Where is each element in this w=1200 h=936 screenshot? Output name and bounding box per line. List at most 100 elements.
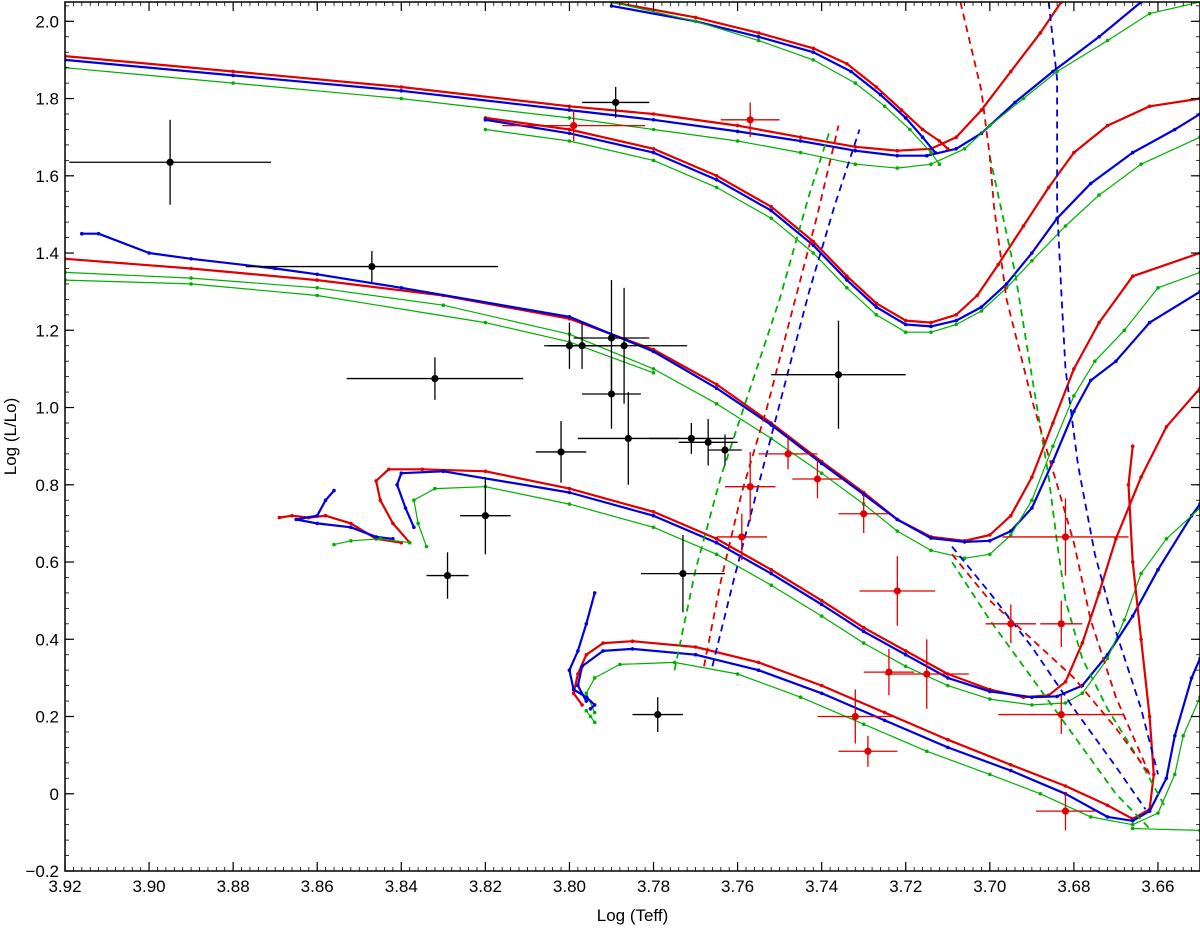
- y-tick-label: 1.0: [35, 399, 59, 418]
- track-point-11-0: [483, 118, 488, 122]
- track-point-17-1: [323, 498, 328, 503]
- track-point-14-20: [1097, 591, 1101, 595]
- x-tick-label: 3.70: [973, 877, 1006, 896]
- track-point-15-13: [988, 689, 992, 694]
- track-point-22-1: [584, 622, 589, 626]
- y-tick-label: −0.2: [25, 862, 59, 881]
- y-tick-label: 1.6: [35, 167, 59, 186]
- y-axis-title: Log (L/Lo): [1, 398, 20, 476]
- track-point-15-6: [651, 513, 656, 518]
- track-point-15-1: [403, 506, 408, 510]
- x-tick-label: 3.90: [133, 877, 166, 896]
- track-point-7-7: [567, 315, 572, 319]
- axes: 3.92 3.90 3.88 3.86 3.84 3.82 3.80 3.78 3.76 3.74…: [25, 2, 1200, 896]
- track-point-16-10: [861, 641, 866, 645]
- track-point-20-6: [756, 668, 761, 672]
- star-black-point-13: [704, 438, 712, 446]
- star-red-point-7: [893, 587, 901, 595]
- track-point-14-7: [567, 486, 572, 491]
- y-tick-label: 0.6: [35, 553, 59, 572]
- track-point-4-7: [920, 135, 925, 139]
- track-point-12-4: [769, 216, 773, 221]
- track-point-11-5: [811, 243, 816, 248]
- track-point-15-7: [714, 540, 719, 545]
- track-point-3-8: [937, 139, 942, 143]
- track-point-12-9: [929, 330, 933, 335]
- y-tick-label: 1.8: [35, 90, 59, 109]
- track-point-1-14: [1097, 35, 1101, 39]
- track-point-0-4: [651, 112, 656, 116]
- x-tick-label: 3.66: [1141, 877, 1174, 896]
- track-point-7-3: [189, 257, 193, 261]
- track-point-0-1: [231, 69, 235, 74]
- track-point-18-1: [378, 537, 383, 541]
- track-point-10-9: [929, 320, 933, 325]
- track-point-5-5: [882, 104, 887, 109]
- track-point-8-3: [441, 303, 446, 308]
- track-point-20-9: [946, 745, 950, 750]
- track-point-20-12: [1105, 815, 1110, 819]
- y-tick-label: 0: [50, 785, 59, 804]
- track-point-12-14: [1063, 224, 1068, 228]
- track-point-19-1: [571, 691, 576, 696]
- track-point-10-2: [651, 147, 656, 151]
- x-tick-label: 3.84: [385, 877, 418, 896]
- track-point-8-2: [315, 286, 320, 290]
- track-point-7-2: [147, 251, 151, 255]
- star-red-point-10: [1057, 620, 1065, 628]
- track-point-7-23: [1147, 320, 1152, 325]
- x-tick-label: 3.76: [721, 877, 754, 896]
- track-point-19-8: [819, 683, 824, 688]
- track-point-2-13: [1055, 69, 1059, 74]
- track-point-14-22: [1139, 475, 1143, 479]
- track-point-15-5: [567, 490, 572, 495]
- track-point-7-20: [1072, 409, 1076, 414]
- track-point-11-7: [874, 305, 879, 309]
- star-black-point-11: [624, 434, 632, 443]
- track-point-2-15: [1147, 11, 1152, 16]
- track-point-19-10: [946, 737, 950, 742]
- track-point-1-9: [925, 153, 929, 158]
- track-point-15-3: [399, 471, 404, 476]
- track-point-15-14: [1030, 695, 1034, 699]
- track-point-5-8: [937, 162, 942, 166]
- x-tick-label: 3.78: [637, 877, 670, 896]
- track-point-21-9: [988, 772, 992, 777]
- track-point-14-4: [386, 467, 391, 472]
- track-point-12-6: [845, 286, 849, 290]
- track-point-11-2: [651, 150, 656, 155]
- track-point-7-18: [1030, 506, 1034, 510]
- track-point-24-0: [1130, 826, 1135, 831]
- track-line-blue-7: [81, 232, 1200, 544]
- track-point-16-14: [1030, 703, 1034, 707]
- track-point-12-8: [903, 330, 908, 335]
- track-point-14-1: [391, 521, 395, 526]
- track-point-19-5: [630, 639, 635, 643]
- star-black-point-15: [481, 512, 489, 520]
- track-point-11-9: [929, 324, 933, 329]
- track-point-8-19: [1122, 328, 1127, 333]
- track-line-green-18: [333, 538, 410, 546]
- track-point-12-15: [1097, 193, 1101, 197]
- track-point-22-5: [584, 695, 589, 699]
- isochrone-green-7: [951, 561, 1151, 830]
- track-line-green-21: [585, 661, 1200, 826]
- track-point-21-3: [618, 662, 622, 667]
- track-point-4-6: [903, 116, 908, 120]
- track-point-0-3: [567, 104, 572, 109]
- track-point-16-3: [433, 486, 437, 491]
- track-point-10-4: [769, 204, 773, 209]
- track-point-3-1: [693, 15, 698, 20]
- track-point-8-14: [1009, 533, 1013, 537]
- y-tick-label: 1.2: [35, 321, 59, 340]
- track-point-7-6: [399, 286, 404, 290]
- star-red-point-6: [738, 533, 746, 541]
- track-point-2-12: [1021, 96, 1026, 101]
- track-point-11-1: [567, 131, 572, 136]
- track-point-1-13: [1051, 69, 1055, 74]
- track-point-8-12: [962, 556, 967, 560]
- track-point-11-13: [1030, 251, 1034, 255]
- track-point-13-2: [349, 521, 353, 526]
